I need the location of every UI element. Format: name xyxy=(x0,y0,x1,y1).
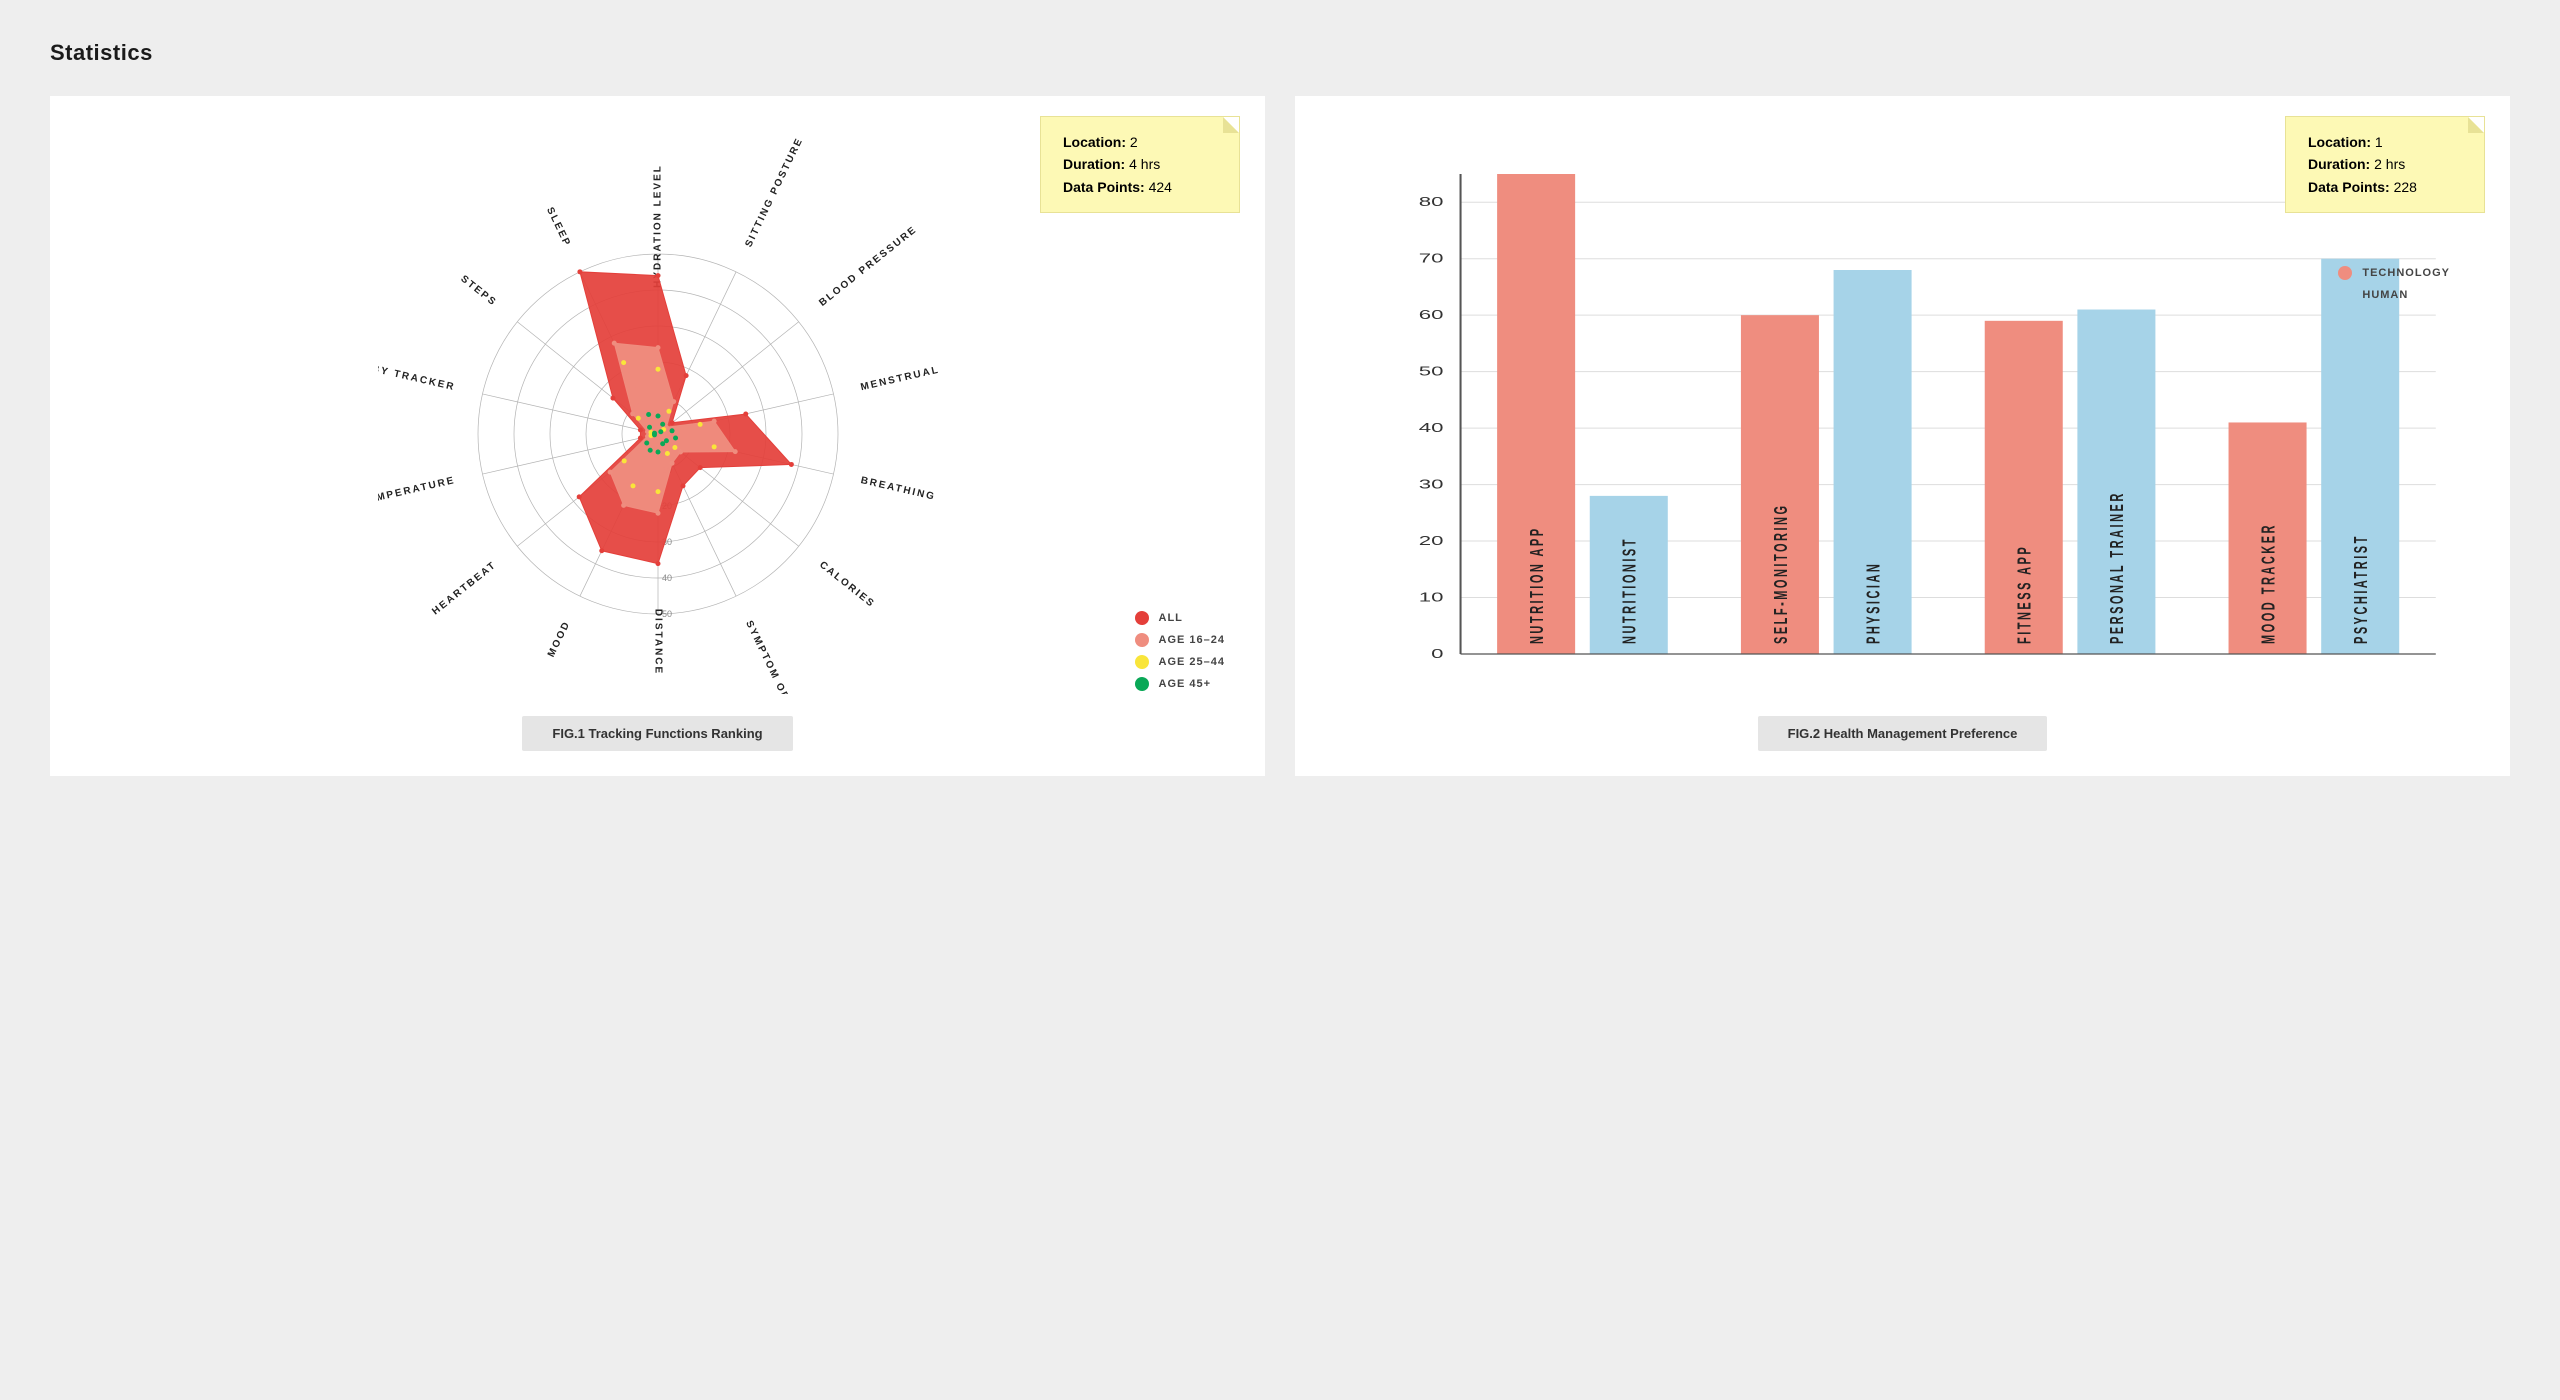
svg-text:STEPS: STEPS xyxy=(458,273,498,308)
legend-label: AGE 25–44 xyxy=(1159,656,1225,668)
note-duration-row: Duration: 4 hrs xyxy=(1063,153,1217,175)
svg-text:NUTRITION APP: NUTRITION APP xyxy=(1527,526,1548,644)
legend-label: ALL xyxy=(1159,612,1183,624)
legend-item: HUMAN xyxy=(2338,288,2450,302)
page-title: Statistics xyxy=(50,40,2510,66)
legend-item: ALL xyxy=(1135,611,1225,625)
svg-text:BREATHING: BREATHING xyxy=(859,475,936,503)
legend-label: AGE 45+ xyxy=(1159,678,1212,690)
legend-label: TECHNOLOGY xyxy=(2362,267,2450,279)
svg-text:10: 10 xyxy=(1419,590,1444,604)
svg-text:PSYCHIATRIST: PSYCHIATRIST xyxy=(2351,534,2372,644)
svg-text:0: 0 xyxy=(1431,646,1443,660)
legend-item: AGE 45+ xyxy=(1135,677,1225,691)
svg-text:PHYSICIAN: PHYSICIAN xyxy=(1864,561,1885,643)
note-datapoints-label: Data Points: xyxy=(1063,179,1145,195)
legend-swatch xyxy=(2338,266,2352,280)
legend-label: AGE 16–24 xyxy=(1159,634,1225,646)
note-datapoints-value: 228 xyxy=(2394,179,2417,195)
radar-wrap: HYDRATION LEVEL SITTING POSTUREBLOOD PRES… xyxy=(378,134,938,694)
note-datapoints-row: Data Points: 228 xyxy=(2308,176,2462,198)
svg-text:40: 40 xyxy=(1419,420,1444,434)
bar-chart-card: Location: 1 Duration: 2 hrs Data Points:… xyxy=(1295,96,2510,776)
note-location-row: Location: 1 xyxy=(2308,131,2462,153)
svg-text:BODY TEMPERATURE: BODY TEMPERATURE xyxy=(378,475,456,517)
svg-text:50: 50 xyxy=(1419,364,1444,378)
svg-text:NUTRITIONIST: NUTRITIONIST xyxy=(1620,537,1641,644)
radar-caption: FIG.1 Tracking Functions Ranking xyxy=(522,716,792,751)
note-datapoints-value: 424 xyxy=(1149,179,1172,195)
bar-wrap: 0 10 20 30 40 50 60 70 80 NUTRITION APP NUTRITIONI… xyxy=(1315,154,2490,674)
svg-text:SYMPTOM OF DISEASE: SYMPTOM OF DISEASE xyxy=(743,619,818,694)
note-duration-row: Duration: 2 hrs xyxy=(2308,153,2462,175)
legend-swatch xyxy=(2338,288,2352,302)
legend-swatch xyxy=(1135,655,1149,669)
note-location-label: Location: xyxy=(1063,134,1126,150)
note-duration-label: Duration: xyxy=(2308,156,2370,172)
svg-text:BABY TRACKER: BABY TRACKER xyxy=(378,359,456,393)
legend-swatch xyxy=(1135,611,1149,625)
note-location-value: 1 xyxy=(2375,134,2383,150)
svg-text:40: 40 xyxy=(662,573,672,583)
svg-text:20: 20 xyxy=(1419,533,1444,547)
svg-text:MOOD: MOOD xyxy=(545,619,572,659)
legend-swatch xyxy=(1135,677,1149,691)
bar-sticky-note: Location: 1 Duration: 2 hrs Data Points:… xyxy=(2285,116,2485,213)
note-duration-value: 4 hrs xyxy=(1129,156,1160,172)
bar-legend: TECHNOLOGY HUMAN xyxy=(2338,266,2450,302)
note-datapoints-label: Data Points: xyxy=(2308,179,2390,195)
bar-caption: FIG.2 Health Management Preference xyxy=(1758,716,2048,751)
svg-text:30: 30 xyxy=(1419,477,1444,491)
svg-text:MOOD TRACKER: MOOD TRACKER xyxy=(2259,522,2280,643)
note-location-value: 2 xyxy=(1130,134,1138,150)
bar-svg: 0 10 20 30 40 50 60 70 80 NUTRITION APP NUTRITIONI… xyxy=(1375,154,2470,674)
charts-row: Location: 2 Duration: 4 hrs Data Points:… xyxy=(50,96,2510,776)
svg-text:SITTING POSTURE: SITTING POSTURE xyxy=(743,135,805,248)
svg-text:CALORIES: CALORIES xyxy=(817,559,877,610)
svg-text:SELF-MONITORING: SELF-MONITORING xyxy=(1771,503,1792,644)
note-location-label: Location: xyxy=(2308,134,2371,150)
legend-swatch xyxy=(1135,633,1149,647)
radar-sticky-note: Location: 2 Duration: 4 hrs Data Points:… xyxy=(1040,116,1240,213)
svg-text:SLEEP: SLEEP xyxy=(544,205,572,248)
svg-text:FITNESS APP: FITNESS APP xyxy=(2015,544,2036,643)
svg-text:HYDRATION LEVEL: HYDRATION LEVEL xyxy=(652,164,663,288)
svg-text:MENSTRUAL CYCLE: MENSTRUAL CYCLE xyxy=(859,353,937,392)
svg-text:50: 50 xyxy=(662,609,672,619)
svg-text:80: 80 xyxy=(1419,194,1444,208)
radar-chart-card: Location: 2 Duration: 4 hrs Data Points:… xyxy=(50,96,1265,776)
legend-item: AGE 16–24 xyxy=(1135,633,1225,647)
note-location-row: Location: 2 xyxy=(1063,131,1217,153)
svg-text:HEARTBEAT: HEARTBEAT xyxy=(430,559,499,617)
legend-label: HUMAN xyxy=(2362,289,2408,301)
svg-text:60: 60 xyxy=(1419,307,1444,321)
svg-text:BLOOD PRESSURE: BLOOD PRESSURE xyxy=(817,224,919,309)
legend-item: TECHNOLOGY xyxy=(2338,266,2450,280)
radar-svg: HYDRATION LEVEL SITTING POSTUREBLOOD PRES… xyxy=(378,134,938,694)
note-duration-value: 2 hrs xyxy=(2374,156,2405,172)
legend-item: AGE 25–44 xyxy=(1135,655,1225,669)
radar-legend: ALL AGE 16–24 AGE 25–44 AGE 45+ xyxy=(1135,611,1225,691)
note-duration-label: Duration: xyxy=(1063,156,1125,172)
svg-text:70: 70 xyxy=(1419,251,1444,265)
note-datapoints-row: Data Points: 424 xyxy=(1063,176,1217,198)
svg-text:PERSONAL TRAINER: PERSONAL TRAINER xyxy=(2107,491,2128,644)
